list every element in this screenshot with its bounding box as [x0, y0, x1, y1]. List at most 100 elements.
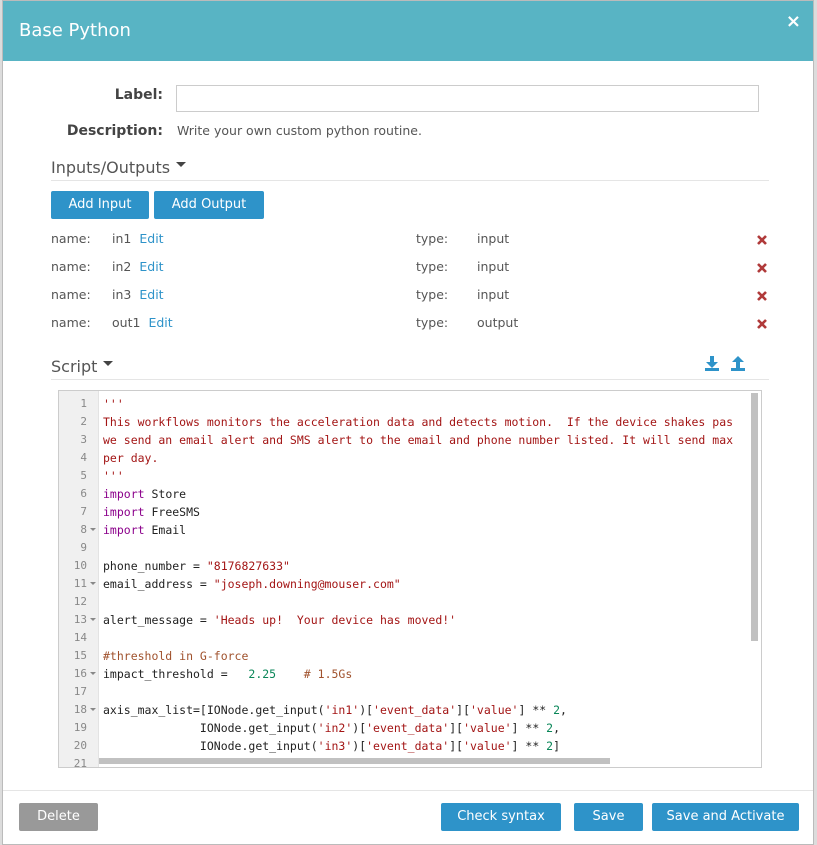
- check-syntax-button[interactable]: Check syntax: [441, 803, 561, 831]
- line-number: 8: [59, 521, 99, 539]
- v-scrollbar[interactable]: [751, 393, 758, 641]
- line-number: 4: [59, 449, 99, 467]
- save-activate-button[interactable]: Save and Activate: [652, 803, 799, 831]
- number: 18: [73, 703, 87, 716]
- line-number: 17: [59, 683, 99, 701]
- number: 1: [80, 397, 87, 410]
- code-token: ] **: [511, 739, 547, 753]
- io-row: name: in3 Edit type: input: [51, 287, 771, 305]
- upload-icon[interactable]: [731, 356, 745, 371]
- header: Base Python ×: [3, 1, 813, 61]
- type-label: type:: [416, 231, 449, 246]
- code-line: per day.: [103, 449, 158, 467]
- edit-link[interactable]: Edit: [139, 231, 164, 246]
- code-token: )[: [352, 721, 367, 735]
- code-token: 'in1': [324, 703, 360, 717]
- code-token: ] **: [518, 703, 554, 717]
- script-icons: [705, 356, 745, 371]
- remove-icon[interactable]: [757, 235, 767, 245]
- script-title[interactable]: Script: [51, 357, 113, 376]
- fold-marker[interactable]: [90, 582, 96, 588]
- code-token: 'in2': [317, 721, 353, 735]
- code-token: IONode.get_input(: [103, 721, 318, 735]
- fold-marker[interactable]: [90, 672, 96, 678]
- code-line: This workflows monitors the acceleration…: [103, 413, 733, 431]
- name-label: name:: [51, 315, 91, 330]
- line-number: 16: [59, 665, 99, 683]
- remove-icon[interactable]: [757, 263, 767, 273]
- close-button[interactable]: ×: [785, 11, 801, 32]
- name: in2: [112, 259, 132, 274]
- code-token: 'event_data': [366, 721, 450, 735]
- code-token: 2: [546, 739, 554, 753]
- number: 19: [73, 721, 87, 734]
- code-token: axis_max_list=[IONode.get_input(: [103, 703, 325, 717]
- code-token: FreeSMS: [144, 505, 200, 519]
- label-input[interactable]: [176, 85, 759, 112]
- h-scrollbar[interactable]: [99, 758, 610, 764]
- number: 14: [73, 631, 87, 644]
- number: 16: [73, 667, 87, 680]
- code-line: email_address = "joseph.downing@mouser.c…: [103, 575, 401, 593]
- code-token: 'value': [470, 703, 519, 717]
- edit-link[interactable]: Edit: [139, 259, 164, 274]
- code-token: ,: [560, 703, 567, 717]
- code-token: IONode.get_input(: [103, 739, 318, 753]
- fold-marker[interactable]: [90, 708, 96, 714]
- code-token: import: [103, 523, 145, 537]
- line-number: 3: [59, 431, 99, 449]
- remove-icon[interactable]: [757, 291, 767, 301]
- add-input-button[interactable]: Add Input: [51, 191, 149, 219]
- type-value: output: [477, 315, 519, 330]
- name-value: out1 Edit: [112, 315, 173, 330]
- code-token: impact_threshold =: [103, 667, 235, 681]
- number: 6: [80, 487, 87, 500]
- description: Write your own custom python routine.: [177, 123, 422, 138]
- edit-link[interactable]: Edit: [139, 287, 164, 302]
- code-token: Email: [144, 523, 187, 537]
- code-token: 'Heads up! Your device has moved!': [213, 613, 457, 627]
- footer-divider: [3, 790, 813, 791]
- code-token: alert_message =: [103, 613, 214, 627]
- code-line: ''': [103, 467, 124, 485]
- fold-marker[interactable]: [90, 618, 96, 624]
- io-row: name: out1 Edit type: output: [51, 315, 771, 333]
- code-editor[interactable]: 1 2 3 4 5 6 7 8 9 10 11 12 13 14 15 16 17 18 19 20 21 ''' Thi…: [58, 390, 762, 768]
- io-title[interactable]: Inputs/Outputs: [51, 158, 186, 177]
- code-token: ][: [456, 703, 470, 717]
- number: 4: [80, 451, 87, 464]
- type-value: input: [477, 259, 510, 274]
- name: in1: [112, 231, 132, 246]
- code-token: This workflows monitors the acceleration…: [103, 415, 734, 429]
- add-output-button[interactable]: Add Output: [154, 191, 264, 219]
- code-line: we send an email alert and SMS alert to …: [103, 431, 733, 449]
- code-token: 'in3': [317, 739, 353, 753]
- code-token: phone_number =: [103, 559, 207, 573]
- number: 8: [80, 523, 87, 536]
- delete-button[interactable]: Delete: [19, 803, 98, 831]
- code-token: import: [103, 505, 145, 519]
- number: 15: [73, 649, 87, 662]
- gutter: 1 2 3 4 5 6 7 8 9 10 11 12 13 14 15 16 17 18 19 20 21: [59, 391, 99, 767]
- line-number: 12: [59, 593, 99, 611]
- code-token: ,: [553, 721, 561, 735]
- code-token: )[: [359, 703, 374, 717]
- line-number: 10: [59, 557, 99, 575]
- number: 5: [80, 469, 87, 482]
- fold-marker[interactable]: [90, 528, 96, 534]
- code-token: ] **: [511, 721, 547, 735]
- line-number: 19: [59, 719, 99, 737]
- label-label: Label:: [114, 87, 163, 103]
- download-icon[interactable]: [705, 356, 719, 371]
- type-label: type:: [416, 315, 449, 330]
- code-token: 'event_data': [373, 703, 457, 717]
- save-button[interactable]: Save: [574, 803, 643, 831]
- edit-link[interactable]: Edit: [148, 315, 173, 330]
- code-line: phone_number = "8176827633": [103, 557, 290, 575]
- name-value: in1 Edit: [112, 231, 164, 246]
- code-token: import: [103, 487, 145, 501]
- remove-icon[interactable]: [757, 319, 767, 329]
- number: 20: [73, 739, 87, 752]
- name-label: name:: [51, 231, 91, 246]
